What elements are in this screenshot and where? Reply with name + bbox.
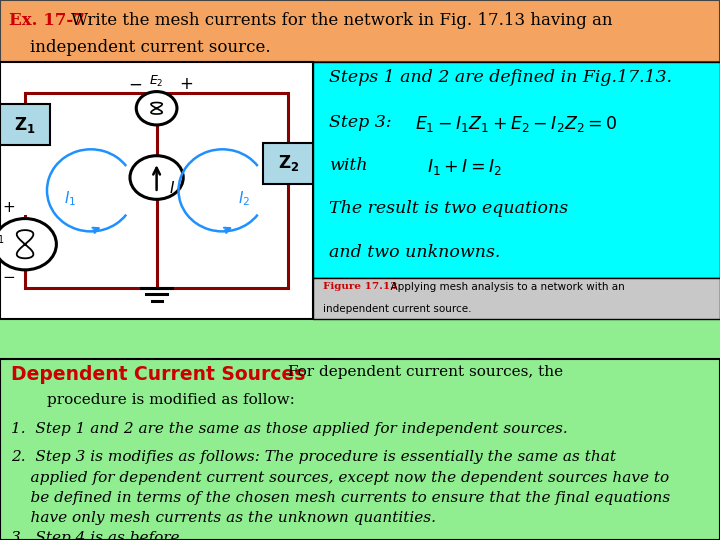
FancyBboxPatch shape [0,0,720,62]
Text: 2.  Step 3 is modifies as follows: The procedure is essentially the same as that: 2. Step 3 is modifies as follows: The pr… [11,449,616,463]
Text: Figure 17.13: Figure 17.13 [323,282,397,291]
FancyBboxPatch shape [263,143,313,184]
Circle shape [0,219,56,270]
Text: with: with [330,157,368,174]
Text: $+$: $+$ [179,75,193,93]
Text: $E_2$: $E_2$ [149,74,164,89]
Text: $E_1$: $E_1$ [0,230,5,246]
Text: be defined in terms of the chosen mesh currents to ensure that the final equatio: be defined in terms of the chosen mesh c… [11,491,670,505]
Text: $I_1$: $I_1$ [64,189,76,208]
Text: $\mathbf{Z_2}$: $\mathbf{Z_2}$ [277,153,299,173]
Text: $+$: $+$ [1,200,14,215]
FancyBboxPatch shape [0,62,313,319]
Text: $-$: $-$ [1,268,14,283]
Text: $\mathbf{Z_1}$: $\mathbf{Z_1}$ [14,115,36,135]
Text: Steps 1 and 2 are defined in Fig.17.13.: Steps 1 and 2 are defined in Fig.17.13. [330,69,672,85]
Text: $E_1-I_1Z_1+E_2-I_2Z_2=0$: $E_1-I_1Z_1+E_2-I_2Z_2=0$ [415,114,618,134]
FancyBboxPatch shape [0,359,720,540]
Text: procedure is modified as follow:: procedure is modified as follow: [47,394,294,408]
Text: Applying mesh analysis to a network with an: Applying mesh analysis to a network with… [384,282,625,292]
Text: Step 3:: Step 3: [330,114,392,131]
Text: and two unknowns.: and two unknowns. [330,244,501,260]
Text: independent current source.: independent current source. [323,305,472,314]
FancyBboxPatch shape [313,278,720,319]
Text: 1.  Step 1 and 2 are the same as those applied for independent sources.: 1. Step 1 and 2 are the same as those ap… [11,422,567,436]
Text: $-$: $-$ [128,75,143,93]
Text: applied for dependent current sources, except now the dependent sources have to: applied for dependent current sources, e… [11,471,669,485]
FancyBboxPatch shape [0,104,50,145]
Text: Dependent Current Sources: Dependent Current Sources [11,364,305,383]
Text: independent current source.: independent current source. [9,39,270,56]
Text: $I$: $I$ [169,180,175,196]
Text: $I_2$: $I_2$ [238,189,251,208]
Text: For dependent current sources, the: For dependent current sources, the [288,364,563,379]
Text: Write the mesh currents for the network in Fig. 17.13 having an: Write the mesh currents for the network … [71,12,612,29]
Text: 3.  Step 4 is as before.: 3. Step 4 is as before. [11,531,184,540]
Text: $I_1+I=I_2$: $I_1+I=I_2$ [427,157,502,177]
Text: The result is two equations: The result is two equations [330,200,569,217]
Circle shape [136,92,177,125]
FancyBboxPatch shape [313,62,720,278]
Text: Ex. 17-7: Ex. 17-7 [9,12,84,29]
Text: have only mesh currents as the unknown quantities.: have only mesh currents as the unknown q… [11,511,436,525]
Circle shape [130,156,183,199]
